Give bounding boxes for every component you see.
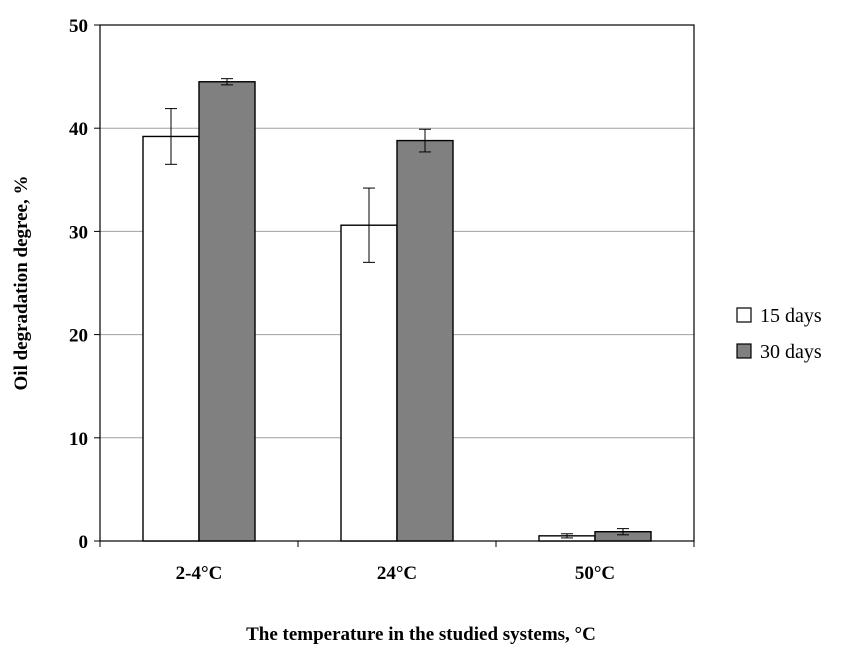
- y-tick-label: 40: [69, 119, 88, 140]
- legend-swatch: [736, 343, 752, 359]
- bar: [142, 135, 200, 542]
- bars: [142, 81, 652, 542]
- legend: 15 days 30 days: [736, 305, 822, 363]
- bar: [340, 224, 398, 542]
- legend-label: 30 days: [760, 341, 822, 363]
- x-category-label: 50°C: [575, 563, 615, 584]
- x-axis-title: The temperature in the studied systems, …: [246, 624, 596, 645]
- bar: [396, 139, 454, 542]
- legend-swatch: [736, 307, 752, 323]
- y-axis-title: Oil degradation degree, %: [11, 176, 32, 391]
- error-bars: [165, 78, 629, 539]
- y-tick-label: 20: [69, 326, 88, 347]
- y-tick-label: 0: [79, 532, 89, 553]
- y-tick-label: 30: [69, 222, 88, 243]
- bar: [198, 81, 256, 542]
- x-category-label: 2-4°C: [176, 563, 223, 584]
- y-tick-label: 50: [69, 16, 88, 37]
- x-category-label: 24°C: [377, 563, 417, 584]
- axis-labels: 0 10 20 30 40 50 2-4°C 24°C 50°C: [69, 16, 615, 584]
- axes: [94, 24, 695, 547]
- legend-label: 15 days: [760, 305, 822, 327]
- y-tick-label: 10: [69, 429, 88, 450]
